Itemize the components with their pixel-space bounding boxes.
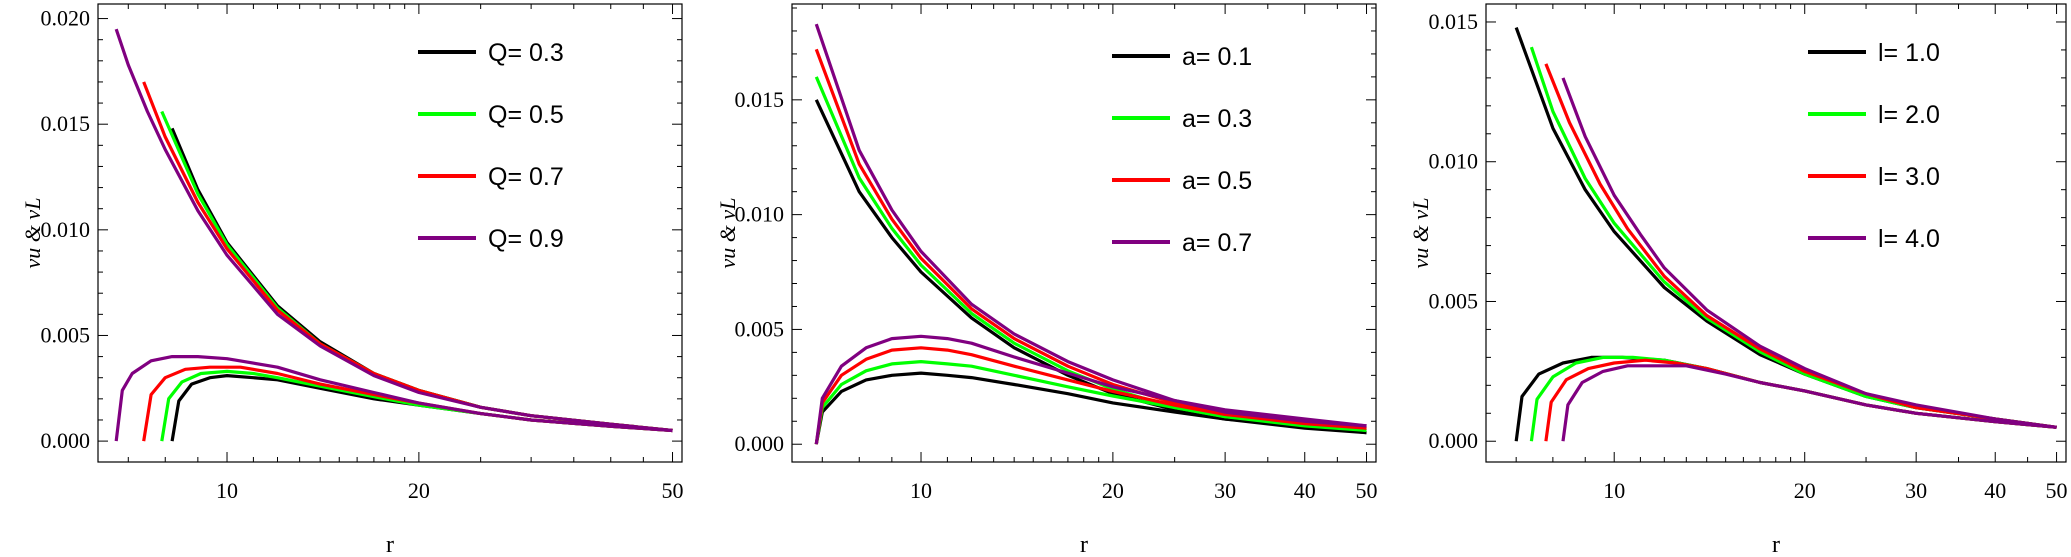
y-tick-label: 0.000 [1429,428,1479,453]
series-2-lower-curve [160,369,673,442]
legend-label: Q= 0.3 [488,39,564,67]
plot-frame [791,3,1377,463]
series-4-upper-curve [814,23,1367,428]
x-tick-label: 20 [1794,478,1816,503]
y-tick-label: 0.000 [41,428,91,453]
legend-label: Q= 0.5 [488,101,564,129]
legend-label: l= 2.0 [1878,101,1940,129]
legend-label: a= 0.3 [1182,105,1252,133]
series-1-lower-curve [170,374,673,442]
plot-frame [1485,3,2067,463]
legend-label: l= 4.0 [1878,225,1940,253]
y-tick-label: 0.005 [41,322,91,347]
x-tick-label: 10 [216,478,238,503]
x-tick-label: 30 [1905,478,1927,503]
legend-label: l= 3.0 [1878,163,1940,191]
x-tick-label: 30 [1214,478,1236,503]
y-axis-label: νu & νL [20,198,45,269]
legend-label: Q= 0.9 [488,225,564,253]
legend-label: a= 0.7 [1182,229,1252,257]
y-tick-label: 0.010 [41,217,91,242]
x-tick-label: 50 [1356,478,1378,503]
series-4-lower-curve [114,355,673,442]
y-tick-label: 0.015 [41,111,91,136]
series-3-lower-curve [814,346,1367,445]
legend: a= 0.1 a= 0.3 a= 0.5 a= 0.7 [1112,43,1252,257]
chart-panel-2: 0.000 0.005 0.010 0.015 10 20 30 40 50 r νu & νL a=… [715,3,1378,557]
legend-label: l= 1.0 [1878,39,1940,67]
x-axis-label: r [1772,532,1780,557]
x-axis-label: r [386,532,394,557]
y-tick-label: 0.005 [735,316,785,341]
y-tick-label: 0.010 [735,202,785,227]
legend-label: a= 0.5 [1182,167,1252,195]
legend-label: Q= 0.7 [488,163,564,191]
series-2-lower-curve [814,360,1367,445]
series-3-upper-curve [1544,63,2057,429]
x-tick-label: 40 [1984,478,2006,503]
y-tick-label: 0.015 [735,87,785,112]
chart-panel-1: 0.000 0.005 0.010 0.015 0.020 10 20 50 r νu & νL Q… [20,3,684,557]
x-axis-label: r [1080,532,1088,557]
x-tick-label: 50 [662,478,684,503]
y-axis-label: νu & νL [1408,198,1433,269]
y-tick-label: 0.000 [735,431,785,456]
legend: l= 1.0 l= 2.0 l= 3.0 l= 4.0 [1808,39,1940,253]
x-tick-label: 10 [910,478,932,503]
x-tick-label: 40 [1294,478,1316,503]
series-4-lower-curve [1561,364,2057,442]
y-tick-label: 0.005 [1429,288,1479,313]
y-tick-label: 0.015 [1429,9,1479,34]
legend-label: a= 0.1 [1182,43,1252,71]
series-4-upper-curve [114,28,673,433]
x-tick-label: 20 [1102,478,1124,503]
y-tick-label: 0.010 [1429,149,1479,174]
x-tick-label: 50 [2046,478,2068,503]
x-tick-label: 20 [408,478,430,503]
x-tick-label: 10 [1603,478,1625,503]
legend: Q= 0.3 Q= 0.5 Q= 0.7 Q= 0.9 [418,39,564,253]
series-1-upper-curve [814,99,1367,435]
y-tick-label: 0.020 [41,6,91,31]
series-4-lower-curve [814,334,1367,445]
series-3-upper-curve [142,81,673,433]
y-axis-label: νu & νL [715,198,740,269]
series-1-lower-curve [814,371,1367,445]
series-1-lower-curve [1514,355,2057,442]
series-4-upper-curve [1561,77,2057,429]
chart-panel-3: 0.000 0.005 0.010 0.015 10 20 30 40 50 r νu & νL l=… [1408,3,2068,557]
